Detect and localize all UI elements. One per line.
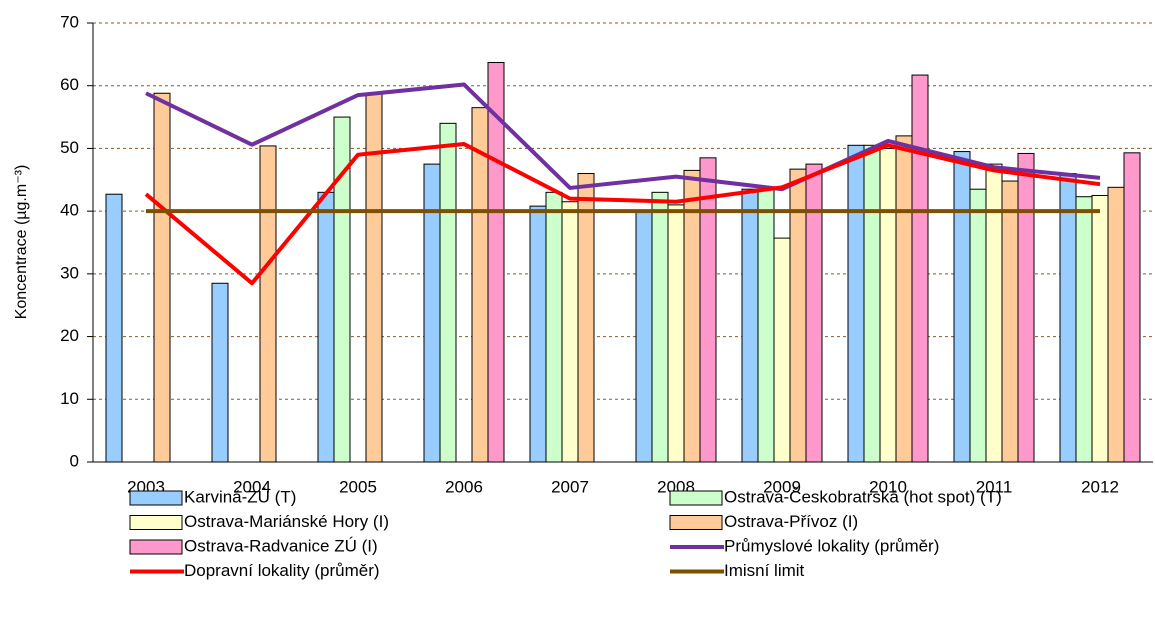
y-tick-label: 50 bbox=[60, 138, 79, 157]
bar bbox=[635, 210, 653, 463]
bar bbox=[1123, 152, 1141, 463]
bar bbox=[439, 122, 457, 463]
bar bbox=[699, 157, 717, 463]
bar bbox=[423, 163, 441, 463]
bar bbox=[953, 151, 971, 463]
line-series bbox=[145, 82, 1101, 192]
y-tick-label: 40 bbox=[60, 201, 79, 220]
bar bbox=[105, 193, 123, 463]
bar bbox=[1107, 186, 1125, 463]
y-tick-label: 30 bbox=[60, 263, 79, 282]
bar bbox=[153, 92, 171, 463]
x-tick-label: 2009 bbox=[763, 477, 801, 496]
bar bbox=[529, 205, 547, 463]
legend-swatch bbox=[669, 490, 723, 506]
x-tick-label: 2007 bbox=[551, 477, 589, 496]
bar bbox=[895, 135, 913, 463]
legend-label: Ostrava-Přívoz (I) bbox=[724, 512, 858, 531]
bar bbox=[333, 116, 351, 463]
legend-label: Imisní limit bbox=[724, 561, 805, 580]
bar bbox=[969, 188, 987, 463]
y-tick-label: 20 bbox=[60, 326, 79, 345]
legend-swatch bbox=[669, 515, 723, 530]
bar bbox=[741, 188, 759, 463]
bar bbox=[985, 163, 1003, 463]
bar bbox=[1091, 194, 1109, 463]
y-axis-label: Koncentrace (µg.m⁻³) bbox=[13, 165, 30, 320]
bar bbox=[651, 191, 669, 463]
bar bbox=[1017, 152, 1035, 463]
bar bbox=[863, 144, 881, 463]
bar bbox=[211, 282, 229, 463]
x-tick-label: 2011 bbox=[976, 477, 1013, 496]
x-tick-label: 2012 bbox=[1081, 477, 1119, 496]
bar bbox=[1075, 196, 1093, 463]
legend-swatch bbox=[129, 539, 183, 555]
bar bbox=[545, 191, 563, 463]
x-tick-label: 2010 bbox=[869, 477, 907, 496]
x-tick-label: 2005 bbox=[339, 477, 377, 496]
bar bbox=[1059, 173, 1077, 463]
bar bbox=[259, 145, 277, 463]
y-tick-label: 0 bbox=[70, 451, 79, 470]
bar bbox=[683, 169, 701, 463]
bar bbox=[365, 92, 383, 463]
x-tick-label: 2006 bbox=[445, 477, 483, 496]
bar bbox=[561, 201, 579, 463]
bar bbox=[757, 188, 775, 463]
y-tick-label: 10 bbox=[60, 389, 79, 408]
legend-label: Karviná-ZÚ (T) bbox=[184, 487, 296, 506]
legend-label: Dopravní lokality (průměr) bbox=[184, 561, 380, 580]
legend-swatch bbox=[129, 515, 183, 530]
bar bbox=[805, 163, 823, 463]
line-series bbox=[144, 142, 1101, 286]
bar bbox=[471, 107, 489, 463]
bar bbox=[911, 74, 929, 463]
legend-label: Ostrava-Českobratrská (hot spot) (T) bbox=[724, 487, 1002, 506]
bar bbox=[847, 144, 865, 463]
legend-swatch bbox=[129, 490, 183, 506]
bar bbox=[773, 237, 791, 463]
bar bbox=[667, 204, 685, 463]
bar bbox=[1001, 180, 1019, 463]
y-tick-label: 60 bbox=[60, 75, 79, 94]
y-tick-label: 70 bbox=[60, 12, 79, 31]
legend-label: Ostrava-Mariánské Hory (I) bbox=[184, 512, 389, 531]
bar bbox=[879, 147, 897, 463]
bar bbox=[317, 191, 335, 463]
legend-label: Ostrava-Radvanice ZÚ (I) bbox=[184, 536, 378, 555]
legend-label: Průmyslové lokality (průměr) bbox=[724, 536, 939, 555]
x-tick-label: 2004 bbox=[233, 477, 271, 496]
bar bbox=[577, 173, 595, 463]
